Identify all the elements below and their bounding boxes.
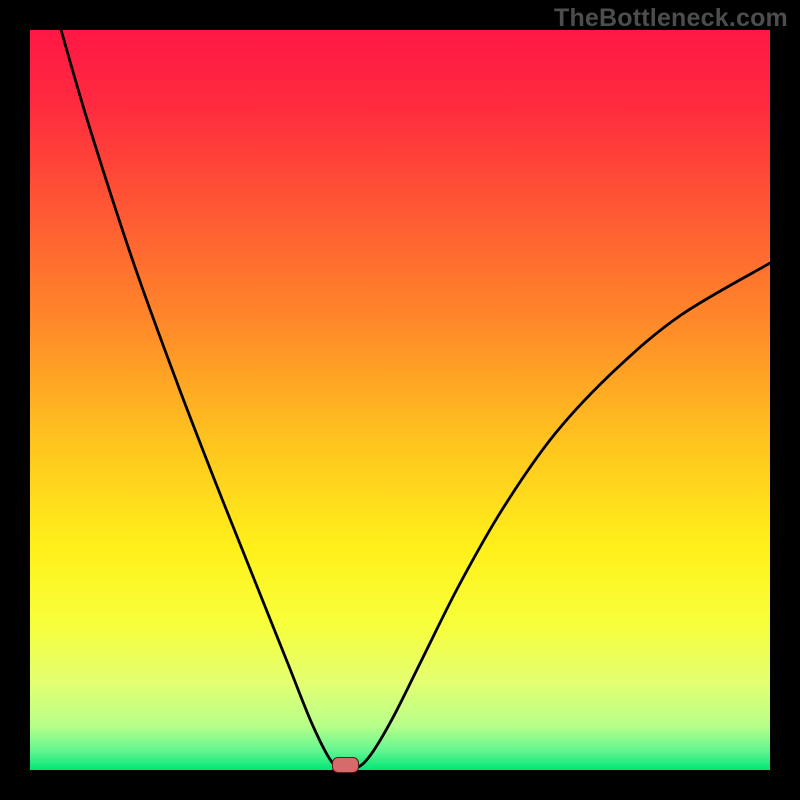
watermark-text: TheBottleneck.com bbox=[554, 4, 788, 33]
optimal-point-marker bbox=[332, 757, 359, 772]
bottleneck-curve-path bbox=[61, 30, 770, 770]
bottleneck-curve bbox=[0, 0, 800, 800]
chart-container: TheBottleneck.com bbox=[0, 0, 800, 800]
